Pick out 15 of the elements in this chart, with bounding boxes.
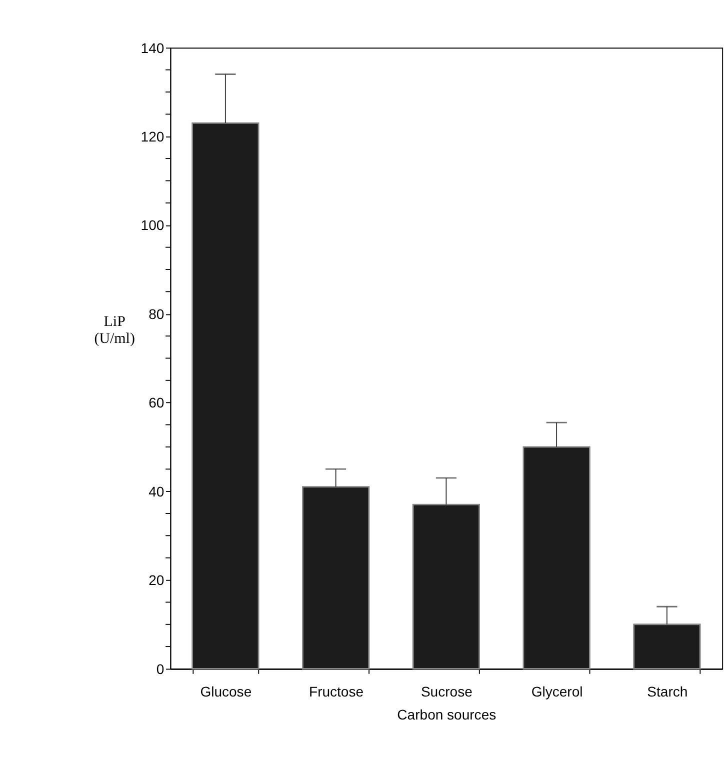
x-tick-label: Glucose [200, 683, 252, 700]
x-tick-label: Glycerol [531, 683, 583, 700]
y-tick-label: 60 [148, 394, 164, 411]
y-tick-label: 20 [148, 572, 164, 588]
x-tick-label: Sucrose [420, 683, 473, 700]
y-tick-label: 140 [140, 40, 164, 56]
x-tick-label: Fructose [309, 683, 364, 700]
y-tick-label: 0 [156, 660, 164, 677]
x-tick-label: Starch [647, 683, 688, 700]
y-tick-label: 120 [140, 128, 164, 145]
x-axis-title: Carbon sources [397, 706, 496, 723]
y-tick-label: 40 [148, 483, 164, 500]
y-axis-title: LiP (U/ml) [94, 314, 135, 347]
y-tick-label: 80 [148, 306, 164, 322]
y-tick-label: 100 [140, 217, 164, 234]
